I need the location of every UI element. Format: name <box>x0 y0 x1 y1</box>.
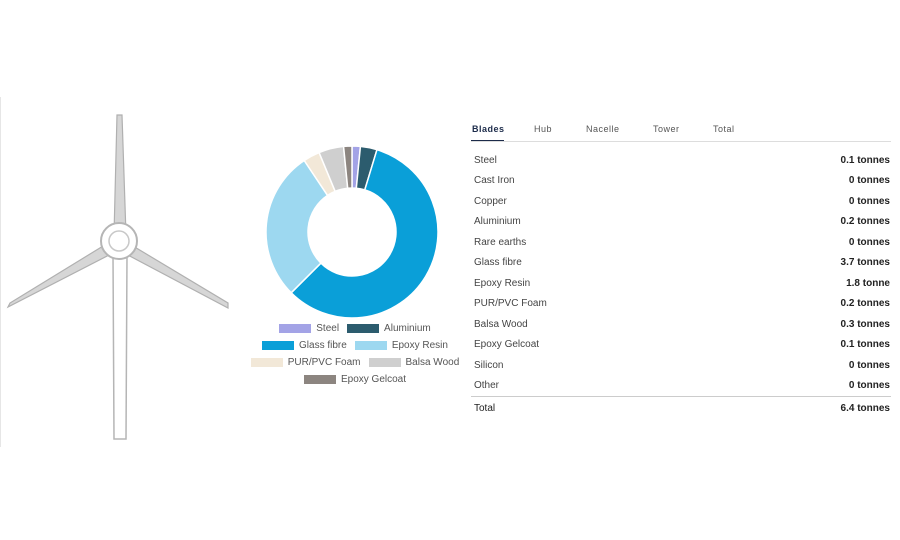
material-name: PUR/PVC Foam <box>474 298 547 310</box>
material-name: Epoxy Gelcoat <box>474 339 540 351</box>
table-row: PUR/PVC Foam 0.2 tonnes <box>474 294 890 315</box>
material-value: 1.8 tonne <box>846 277 890 289</box>
table-row: Aluminium 0.2 tonnes <box>474 212 890 233</box>
legend-label: Epoxy Gelcoat <box>340 374 407 385</box>
tab-total[interactable]: Total <box>713 124 735 134</box>
turbine-blade-left <box>6 242 114 309</box>
table-row: Glass fibre 3.7 tonnes <box>474 253 890 274</box>
material-name: Rare earths <box>474 236 527 248</box>
legend-item-glass-fibre[interactable]: Glass fibre <box>262 340 347 351</box>
material-name: Steel <box>474 154 497 166</box>
tab-hub[interactable]: Hub <box>534 124 553 134</box>
table-row: Rare earths 0 tonnes <box>474 232 890 253</box>
turbine-blade-right <box>123 242 229 309</box>
table-row: Silicon 0 tonnes <box>474 355 890 376</box>
materials-table: Steel 0.1 tonnes Cast Iron 0 tonnes Copper… <box>474 150 890 396</box>
legend-item-epoxy-gelcoat[interactable]: Epoxy Gelcoat <box>303 374 407 385</box>
material-value: 0 tonnes <box>848 195 890 207</box>
tab-tower[interactable]: Tower <box>653 124 680 134</box>
material-value: 3.7 tonnes <box>840 257 890 269</box>
material-name: Silicon <box>474 359 504 371</box>
legend-swatch <box>368 358 401 367</box>
material-value: 0 tonnes <box>848 175 890 187</box>
legend-item-balsa-wood[interactable]: Balsa Wood <box>368 357 460 368</box>
material-value: 0 tonnes <box>848 236 890 248</box>
table-row: Other 0 tonnes <box>474 376 890 397</box>
wind-turbine-illustration <box>6 114 229 440</box>
material-name: Balsa Wood <box>474 318 528 330</box>
turbine-blade-up <box>113 114 127 236</box>
legend-label: Balsa Wood <box>405 357 460 368</box>
legend-item-pur-pvc-foam[interactable]: PUR/PVC Foam <box>250 357 361 368</box>
legend-swatch <box>262 341 295 350</box>
material-name: Copper <box>474 195 507 207</box>
left-divider <box>0 97 1 447</box>
legend-swatch <box>279 324 312 333</box>
donut-slice-epoxy-resin[interactable] <box>265 159 329 294</box>
table-row: Epoxy Gelcoat 0.1 tonnes <box>474 335 890 356</box>
legend-row: Epoxy Gelcoat <box>240 371 470 388</box>
legend-item-aluminium[interactable]: Aluminium <box>347 323 431 334</box>
material-value: 0.2 tonnes <box>840 216 890 228</box>
legend-label: Glass fibre <box>299 340 347 351</box>
material-value: 0 tonnes <box>848 380 890 392</box>
total-label: Total <box>474 402 496 414</box>
chart-legend: Steel Aluminium Glass fibre Epoxy Resin … <box>240 320 470 388</box>
legend-swatch <box>250 358 283 367</box>
material-value: 0.3 tonnes <box>840 318 890 330</box>
material-name: Epoxy Resin <box>474 277 531 289</box>
tab-nacelle[interactable]: Nacelle <box>586 124 620 134</box>
material-name: Aluminium <box>474 216 521 228</box>
tabs-divider <box>471 141 891 142</box>
legend-row: Steel Aluminium <box>240 320 470 337</box>
legend-label: Aluminium <box>384 323 431 334</box>
legend-swatch <box>347 324 380 333</box>
material-value: 0.1 tonnes <box>840 339 890 351</box>
legend-label: PUR/PVC Foam <box>287 357 361 368</box>
legend-item-steel[interactable]: Steel <box>279 323 339 334</box>
table-row: Cast Iron 0 tonnes <box>474 171 890 192</box>
legend-swatch <box>303 375 336 384</box>
legend-row: PUR/PVC Foam Balsa Wood <box>240 354 470 371</box>
table-row: Epoxy Resin 1.8 tonne <box>474 273 890 294</box>
material-value: 0 tonnes <box>848 359 890 371</box>
table-total-row: Total 6.4 tonnes <box>474 398 890 418</box>
material-name: Other <box>474 380 500 392</box>
legend-row: Glass fibre Epoxy Resin <box>240 337 470 354</box>
table-row: Copper 0 tonnes <box>474 191 890 212</box>
legend-item-epoxy-resin[interactable]: Epoxy Resin <box>354 340 448 351</box>
material-value: 0.2 tonnes <box>840 298 890 310</box>
donut-slice-glass-fibre[interactable] <box>290 148 439 319</box>
material-name: Glass fibre <box>474 257 522 269</box>
total-value: 6.4 tonnes <box>840 402 890 414</box>
material-value: 0.1 tonnes <box>840 154 890 166</box>
table-row: Balsa Wood 0.3 tonnes <box>474 314 890 335</box>
legend-label: Epoxy Resin <box>391 340 448 351</box>
materials-donut-chart <box>265 145 439 319</box>
legend-swatch <box>354 341 387 350</box>
tab-blades[interactable]: Blades <box>472 124 505 134</box>
material-name: Cast Iron <box>474 175 515 187</box>
table-row: Steel 0.1 tonnes <box>474 150 890 171</box>
donut-slice-epoxy-gelcoat[interactable] <box>342 145 353 190</box>
turbine-tower <box>112 254 128 440</box>
total-divider <box>471 396 891 397</box>
legend-label: Steel <box>316 323 340 334</box>
